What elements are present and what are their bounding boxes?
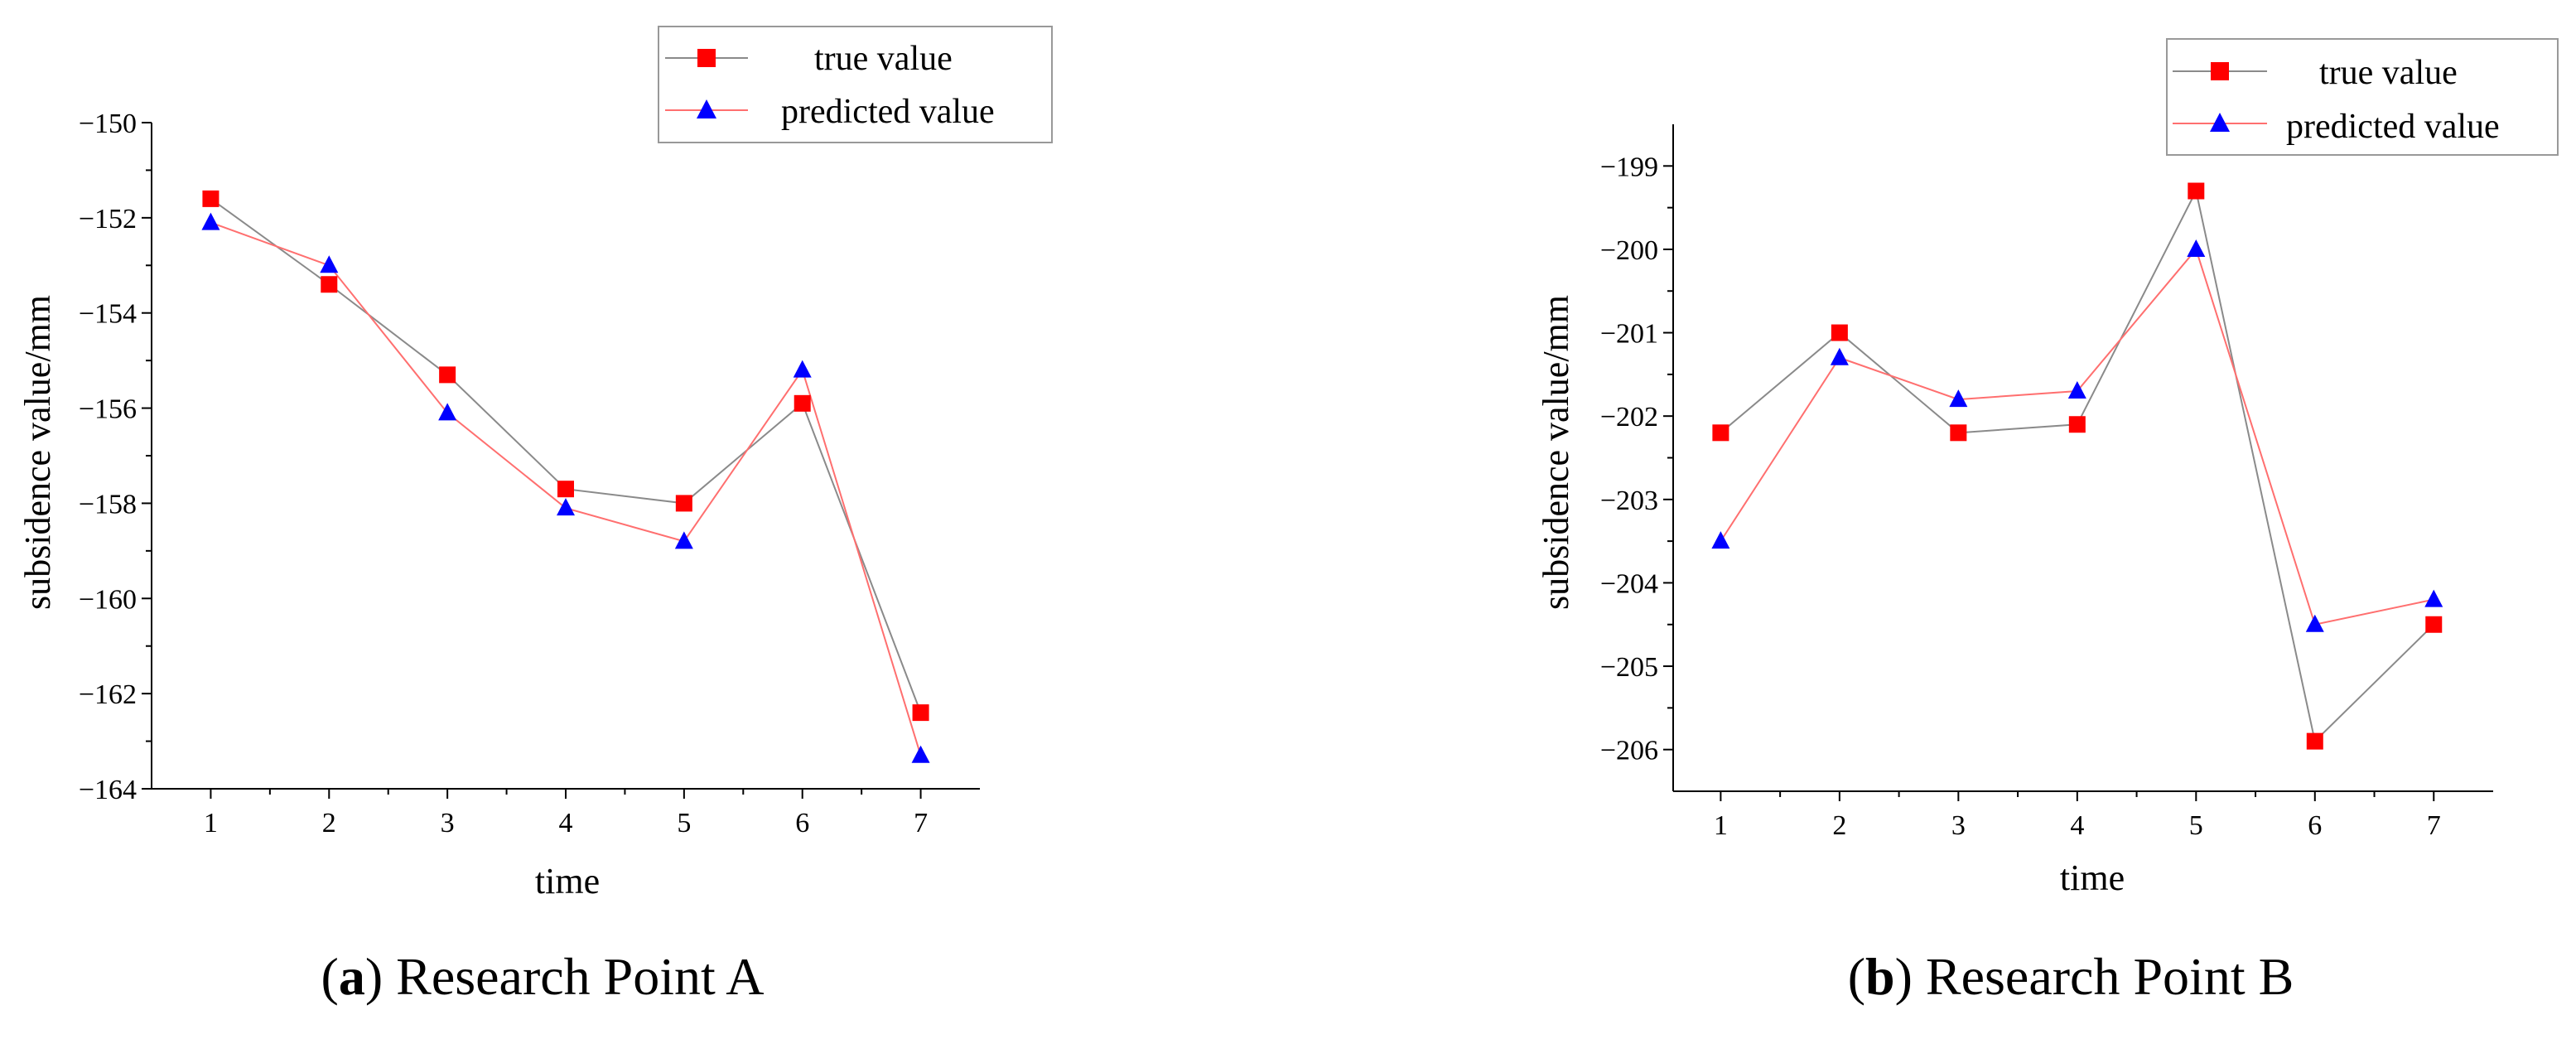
chart-b-y-axis-label: subsidence value/mm (1536, 295, 1576, 610)
chart-a-legend-marker-true (697, 49, 716, 67)
chart-b-caption-text: Research Point B (1926, 947, 2294, 1006)
chart-a-ticks: −150 −152 −154 −156 −158 −160 −162 −164 1 2 3 4 5 6 7 (79, 109, 928, 838)
chart-b-x-tick-label: 4 (2070, 810, 2084, 841)
chart-b-y-tick-label: −202 (1600, 402, 1658, 433)
chart-a-point-predicted (911, 745, 930, 763)
chart-b-legend-marker-true (2211, 62, 2229, 80)
chart-b-markers (1711, 182, 2443, 750)
chart-b-point-true (1950, 424, 1967, 442)
chart-b-point-predicted (1711, 531, 1730, 549)
chart-b-y-tick-label: −205 (1600, 652, 1658, 683)
chart-a-x-tick-label: 3 (441, 808, 455, 838)
chart-b-point-predicted (1949, 389, 1968, 408)
chart-b-point-predicted (2424, 589, 2443, 607)
chart-a-y-tick-label: −154 (79, 299, 137, 330)
chart-b-legend-box (2166, 38, 2559, 156)
chart-a-y-tick-label: −150 (79, 109, 137, 139)
chart-b-point-predicted (2067, 381, 2086, 399)
chart-b-series-line-true (1720, 188, 2434, 743)
chart-b-point-predicted (2187, 239, 2206, 257)
chart-b-x-tick-label: 3 (1951, 810, 1966, 841)
chart-a-point-predicted (438, 403, 457, 421)
chart-b-y-tick-label: −204 (1600, 568, 1658, 599)
chart-a-point-predicted (557, 498, 575, 516)
chart-b-point-true (2068, 416, 2086, 433)
chart-b-point-true (1831, 324, 1848, 341)
chart-b-caption-letter: b (1865, 947, 1895, 1006)
chart-a-point-predicted (320, 255, 339, 273)
chart-a-legend: true value predicted value (658, 26, 1053, 143)
chart-a-y-tick-label: −160 (79, 584, 137, 615)
chart-b-y-tick-label: −201 (1600, 319, 1658, 350)
chart-a-y-tick-label: −162 (79, 679, 137, 710)
chart-b-legend: true value predicted value (2166, 38, 2559, 156)
chart-a-x-tick-label: 6 (795, 808, 809, 838)
chart-a-legend-label-pred: predicted value (781, 93, 995, 131)
chart-b-ticks: −199 −200 −201 −202 −203 −204 −205 −206 1 2 3 4 5 6 7 (1600, 152, 2441, 841)
chart-a-point-true (557, 481, 574, 498)
chart-a-y-tick-label: −152 (79, 204, 137, 234)
chart-b-y-tick-label: −199 (1600, 152, 1658, 182)
chart-a-point-predicted (201, 212, 220, 230)
chart-a-x-tick-label: 2 (322, 808, 336, 838)
chart-a-point-true (202, 190, 219, 207)
chart-b-point-true (2425, 616, 2443, 633)
chart-a-series-lines (210, 198, 922, 756)
chart-a-axes (151, 123, 980, 790)
chart-a-legend-label-true: true value (814, 40, 953, 78)
chart-a-y-tick-label: −164 (79, 775, 137, 805)
chart-a-x-tick-label: 1 (204, 808, 218, 838)
chart-b-point-predicted (2305, 614, 2324, 632)
chart-a-point-true (912, 704, 929, 722)
chart-a-legend-box (658, 26, 1053, 143)
chart-a-point-predicted (793, 360, 812, 378)
chart-a-x-axis-label: time (535, 861, 600, 901)
chart-b-point-predicted (1830, 347, 1849, 365)
chart-b-legend-marker-pred (2210, 113, 2230, 132)
chart-b-series-line-predicted (1720, 247, 2434, 626)
chart-b-legend-label-pred: predicted value (2286, 108, 2500, 146)
chart-a-y-tick-label: −156 (79, 394, 137, 425)
chart-a-point-true (794, 394, 811, 412)
chart-a-caption-letter: a (339, 947, 365, 1006)
chart-a-series-line-true (210, 198, 922, 713)
chart-a-x-tick-label: 7 (914, 808, 928, 838)
chart-b-legend-label-true: true value (2319, 54, 2458, 92)
chart-b-x-tick-label: 5 (2189, 810, 2203, 841)
chart-a-point-true (675, 495, 692, 512)
chart-b-y-tick-label: −206 (1600, 736, 1658, 766)
chart-a-point-predicted (674, 531, 693, 549)
chart-b-y-tick-label: −203 (1600, 486, 1658, 516)
chart-b-point-true (2306, 732, 2323, 750)
chart-b-y-tick-label: −200 (1600, 235, 1658, 266)
chart-a-legend-marker-pred (697, 99, 716, 118)
chart-b-series-lines (1720, 188, 2434, 743)
chart-a-point-true (321, 276, 338, 293)
chart-a-markers (201, 190, 930, 763)
chart-a-y-tick-label: −158 (79, 489, 137, 520)
chart-b-x-axis-label: time (2060, 858, 2125, 898)
chart-b-axes (1672, 124, 2493, 792)
chart-b-caption: (b) Research Point B (1848, 947, 2294, 1006)
chart-a-x-tick-label: 4 (559, 808, 573, 838)
chart-b-x-tick-label: 1 (1714, 810, 1728, 841)
chart-b-x-tick-label: 2 (1832, 810, 1846, 841)
chart-a-y-axis-label: subsidence value/mm (17, 295, 58, 610)
chart-a-caption-text: Research Point A (396, 947, 764, 1006)
chart-b-point-true (1712, 424, 1729, 442)
chart-a-caption: (a) Research Point A (321, 947, 765, 1006)
chart-b-x-tick-label: 6 (2308, 810, 2322, 841)
chart-b-x-tick-label: 7 (2427, 810, 2441, 841)
chart-b-point-true (2188, 182, 2205, 200)
chart-a-point-true (439, 366, 456, 384)
chart-a-x-tick-label: 5 (677, 808, 691, 838)
